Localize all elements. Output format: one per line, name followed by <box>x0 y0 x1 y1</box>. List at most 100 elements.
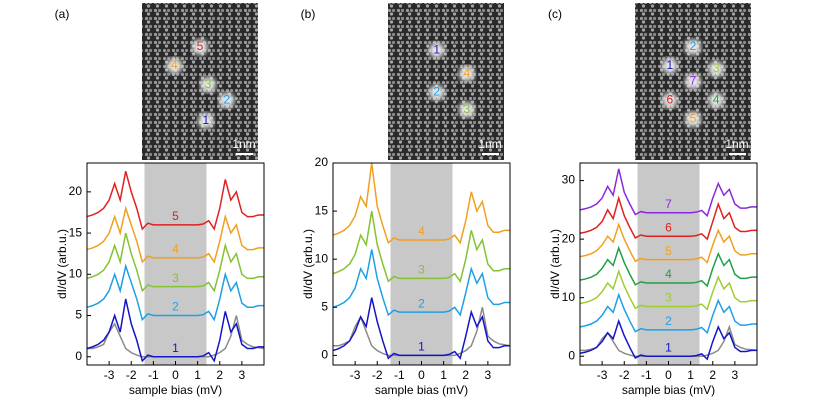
adatom <box>661 92 678 109</box>
shaded-region <box>390 163 453 365</box>
curve-label: 5 <box>172 209 179 223</box>
panel-label: (a) <box>55 7 70 21</box>
x-tick-label: -1 <box>641 368 652 382</box>
panel-label: (c) <box>548 7 562 21</box>
x-tick-label: 0 <box>418 368 425 382</box>
y-tick-label: 5 <box>321 299 328 313</box>
curve-label: 1 <box>418 340 425 354</box>
x-tick-label: -1 <box>394 368 405 382</box>
x-tick-label: 3 <box>485 368 492 382</box>
image-label: 5 <box>690 111 697 125</box>
adatom <box>458 65 475 82</box>
shaded-region <box>637 163 700 365</box>
curve-label: 2 <box>418 296 425 310</box>
y-tick-label: 0 <box>568 348 575 362</box>
curve-label: 2 <box>172 300 179 314</box>
spectrum-line <box>579 168 757 218</box>
spectrum-line <box>579 318 757 361</box>
adatom <box>200 76 217 93</box>
x-tick-label: 3 <box>239 368 246 382</box>
spectrum-line <box>332 249 510 317</box>
x-tick-label: -3 <box>350 368 361 382</box>
adatom <box>685 73 701 90</box>
y-tick-label: 10 <box>562 290 576 304</box>
panel-label: (b) <box>301 7 316 21</box>
spectrum-line <box>332 297 510 360</box>
y-axis-label: dI/dV (arb.u.) <box>55 229 69 299</box>
image-label: 4 <box>171 58 178 72</box>
spectrum-line <box>86 263 264 322</box>
curve-label: 1 <box>172 341 179 355</box>
y-tick-label: 20 <box>315 155 329 169</box>
curve-label: 4 <box>172 242 179 256</box>
y-axis-label: dI/dV (arb.u.) <box>548 229 562 299</box>
image-label: 5 <box>197 39 204 53</box>
image-label: 2 <box>690 39 697 53</box>
x-axis-label: sample bias (mV) <box>375 383 468 397</box>
spectrum-line <box>86 205 264 264</box>
x-tick-label: -3 <box>597 368 608 382</box>
spectrum-line <box>579 269 757 311</box>
x-tick-label: 0 <box>172 368 179 382</box>
y-tick-label: 0 <box>75 349 82 363</box>
adatom <box>197 112 214 129</box>
y-tick-label: 20 <box>69 184 83 198</box>
adatom <box>192 38 208 55</box>
image-label: 4 <box>713 93 720 107</box>
x-tick-label: -2 <box>372 368 383 382</box>
curve-label: 7 <box>665 197 672 211</box>
x-tick-label: -2 <box>126 368 137 382</box>
spectrum-line <box>332 210 510 284</box>
image-label: 3 <box>205 77 212 91</box>
y-tick-label: 10 <box>69 266 83 280</box>
image-label: 3 <box>713 61 720 75</box>
x-axis-label: sample bias (mV) <box>129 383 222 397</box>
image-label: 1 <box>202 113 209 127</box>
adatom <box>428 42 445 59</box>
y-tick-label: 30 <box>562 173 576 187</box>
spectrum-line <box>579 245 757 288</box>
curve-label: 6 <box>665 220 672 234</box>
y-tick-label: 0 <box>321 348 328 362</box>
curve-label: 2 <box>665 314 672 328</box>
image-label: 2 <box>223 93 230 107</box>
adatom <box>661 57 678 74</box>
adatom <box>166 57 183 74</box>
curve-label: 1 <box>665 340 672 354</box>
adatom <box>708 60 725 77</box>
x-tick-label: 1 <box>194 368 201 382</box>
y-axis-label: dI/dV (arb.u.) <box>301 229 315 299</box>
x-tick-label: 1 <box>687 368 694 382</box>
curve-label: 3 <box>665 291 672 305</box>
spectrum-line <box>579 222 757 264</box>
adatom <box>685 38 701 55</box>
spectrum-line <box>579 292 757 335</box>
image-label: 7 <box>690 74 697 88</box>
y-tick-label: 5 <box>75 308 82 322</box>
spectrum-line <box>86 232 264 293</box>
x-tick-label: -3 <box>104 368 115 382</box>
y-tick-label: 15 <box>315 203 329 217</box>
adatom <box>708 92 725 109</box>
adatom <box>218 92 235 109</box>
spectrum-line <box>579 195 757 241</box>
x-tick-label: 2 <box>709 368 716 382</box>
image-label: 3 <box>464 102 471 116</box>
spectrum-line <box>86 298 264 363</box>
x-tick-label: -2 <box>619 368 630 382</box>
spectrum-line <box>332 162 510 245</box>
x-axis-label: sample bias (mV) <box>622 383 715 397</box>
y-tick-label: 20 <box>562 231 576 245</box>
adatom <box>428 84 445 101</box>
x-tick-label: 0 <box>665 368 672 382</box>
image-label: 1 <box>433 42 440 56</box>
curve-label: 5 <box>665 244 672 258</box>
x-tick-label: 2 <box>216 368 223 382</box>
adatom <box>458 101 475 118</box>
shaded-region <box>144 163 207 365</box>
stm-image <box>388 3 504 160</box>
adatom <box>685 111 701 128</box>
curve-label: 3 <box>418 263 425 277</box>
scale-bar-label: 1nm <box>232 137 255 151</box>
